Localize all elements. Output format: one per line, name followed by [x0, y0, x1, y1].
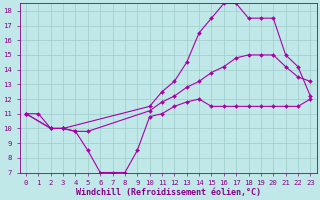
- X-axis label: Windchill (Refroidissement éolien,°C): Windchill (Refroidissement éolien,°C): [76, 188, 261, 197]
